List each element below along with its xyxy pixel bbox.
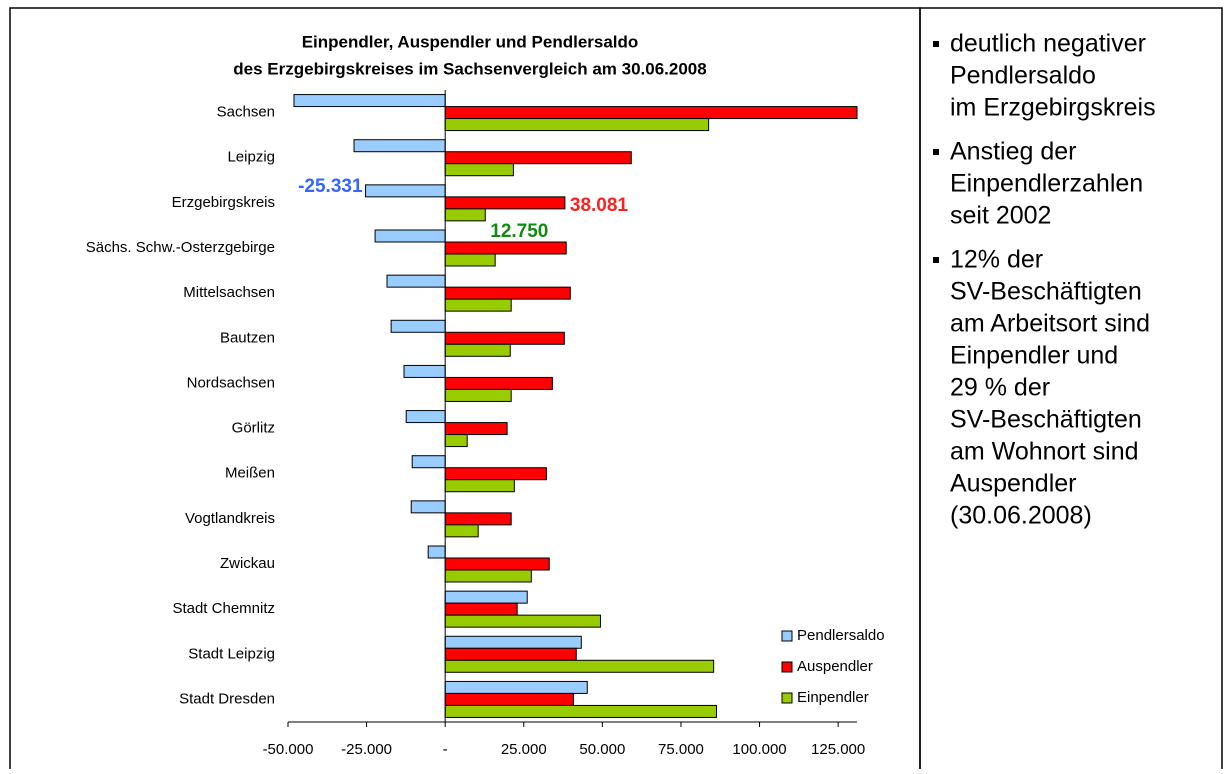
legend-label: Auspendler bbox=[797, 658, 873, 675]
bar bbox=[444, 118, 710, 132]
bar bbox=[444, 512, 512, 526]
bar bbox=[410, 500, 446, 514]
note-line: SV-Beschäftigten bbox=[950, 406, 1142, 434]
x-tick-label: 50.000 bbox=[579, 741, 625, 758]
bar bbox=[293, 94, 446, 108]
y-tick-label: Stadt Leipzig bbox=[188, 645, 275, 662]
y-tick-label: Nordsachsen bbox=[187, 374, 275, 391]
bar bbox=[444, 635, 582, 649]
note-line: 29 % der bbox=[950, 374, 1050, 402]
y-tick-label: Zwickau bbox=[220, 555, 275, 572]
note-line: 12% der bbox=[950, 246, 1043, 274]
chart-title: Einpendler, Auspendler und Pendlersaldo bbox=[302, 32, 639, 51]
legend-swatch bbox=[781, 661, 793, 673]
bar bbox=[444, 196, 566, 210]
bar bbox=[444, 343, 511, 357]
x-tick-label: 100.000 bbox=[732, 741, 786, 758]
y-tick-label: Mittelsachsen bbox=[183, 284, 275, 301]
bar bbox=[444, 208, 486, 222]
bar bbox=[405, 410, 446, 424]
bar bbox=[403, 364, 446, 378]
bar bbox=[444, 680, 588, 694]
y-tick-label: Meißen bbox=[225, 465, 275, 482]
x-tick-label: - bbox=[443, 741, 448, 758]
bar bbox=[444, 647, 577, 661]
note-line: am Arbeitsort sind bbox=[950, 310, 1150, 338]
bar bbox=[390, 319, 446, 333]
bar bbox=[444, 434, 468, 448]
x-tick-label: -25.000 bbox=[341, 741, 392, 758]
bar bbox=[353, 139, 446, 153]
note-line: Auspendler bbox=[950, 470, 1076, 498]
bar bbox=[444, 298, 512, 312]
y-tick-label: Erzgebirgskreis bbox=[172, 194, 275, 211]
bar bbox=[444, 479, 515, 493]
data-label: 38.081 bbox=[570, 195, 629, 216]
bar bbox=[444, 467, 547, 481]
bar bbox=[444, 557, 550, 571]
data-label: -25.331 bbox=[298, 176, 363, 197]
note-line: Pendlersaldo bbox=[950, 62, 1096, 90]
y-tick-label: Leipzig bbox=[227, 149, 275, 166]
bullet bbox=[933, 41, 939, 47]
bar bbox=[444, 602, 518, 616]
note-line: SV-Beschäftigten bbox=[950, 278, 1142, 306]
bar bbox=[374, 229, 446, 243]
y-tick-label: Stadt Chemnitz bbox=[172, 600, 275, 617]
bar bbox=[444, 569, 532, 583]
y-tick-label: Bautzen bbox=[220, 329, 275, 346]
bar bbox=[444, 163, 514, 177]
bar bbox=[411, 455, 446, 469]
bar bbox=[444, 590, 528, 604]
bar bbox=[444, 659, 715, 673]
bar bbox=[427, 545, 446, 559]
chart-title: des Erzgebirgskreises im Sachsenvergleic… bbox=[233, 59, 706, 78]
bullet bbox=[933, 149, 939, 155]
legend-swatch bbox=[781, 692, 793, 704]
bar bbox=[444, 376, 553, 390]
y-tick-label: Sächs. Schw.-Osterzgebirge bbox=[86, 239, 275, 256]
y-tick-label: Sachsen bbox=[217, 104, 275, 121]
bar bbox=[444, 524, 479, 538]
x-tick-label: -50.000 bbox=[263, 741, 314, 758]
bar bbox=[444, 422, 508, 436]
notes-frame bbox=[919, 7, 1223, 774]
bar bbox=[444, 286, 571, 300]
note-line: Einpendler und bbox=[950, 342, 1118, 370]
bullet bbox=[933, 257, 939, 263]
x-tick-label: 25.000 bbox=[501, 741, 547, 758]
note-line: Anstieg der bbox=[950, 138, 1076, 166]
note-line: im Erzgebirgskreis bbox=[950, 94, 1156, 122]
y-tick-label: Görlitz bbox=[232, 420, 275, 437]
note-line: seit 2002 bbox=[950, 202, 1051, 230]
legend-swatch bbox=[781, 630, 793, 642]
legend-label: Einpendler bbox=[797, 689, 869, 706]
bar bbox=[365, 184, 446, 198]
bar bbox=[444, 253, 496, 267]
bar bbox=[444, 331, 565, 345]
data-label: 12.750 bbox=[490, 221, 548, 242]
bar bbox=[444, 692, 574, 706]
bar bbox=[444, 704, 717, 718]
note-line: Einpendlerzahlen bbox=[950, 170, 1143, 198]
x-tick-label: 75.000 bbox=[658, 741, 704, 758]
bar bbox=[444, 241, 567, 255]
x-tick-label: 125.000 bbox=[811, 741, 865, 758]
note-line: deutlich negativer bbox=[950, 30, 1146, 58]
bar bbox=[444, 106, 858, 120]
bar bbox=[444, 388, 512, 402]
y-tick-label: Vogtlandkreis bbox=[185, 510, 275, 527]
bar bbox=[444, 614, 601, 628]
y-tick-label: Stadt Dresden bbox=[179, 690, 275, 707]
note-line: (30.06.2008) bbox=[950, 502, 1092, 530]
bar bbox=[386, 274, 446, 288]
bar bbox=[444, 151, 632, 165]
note-line: am Wohnort sind bbox=[950, 438, 1139, 466]
legend-label: Pendlersaldo bbox=[797, 627, 885, 644]
